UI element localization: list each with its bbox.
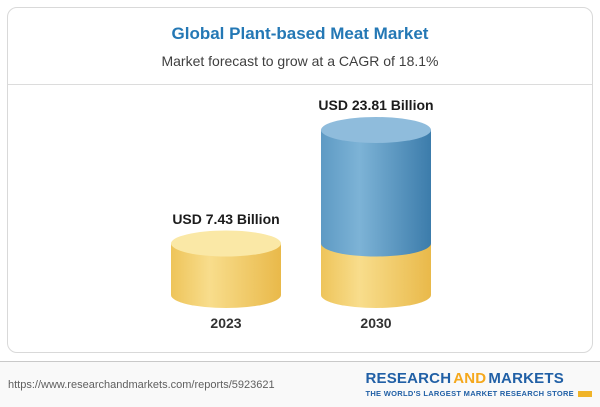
logo-word-markets: MARKETS: [488, 370, 564, 387]
chart-title: Global Plant-based Meat Market: [171, 24, 429, 43]
cylinder-bar-chart: [171, 117, 431, 308]
report-url-link[interactable]: https://www.researchandmarkets.com/repor…: [8, 378, 275, 391]
footer-bar: https://www.researchandmarkets.com/repor…: [0, 361, 600, 407]
logo-tagline: THE WORLD'S LARGEST MARKET RESEARCH STOR…: [365, 389, 574, 398]
value-label-2030: USD 23.81 Billion: [318, 97, 434, 113]
plot-area: USD 7.43 Billion USD 23.81 Billion 2023 …: [8, 85, 592, 343]
research-and-markets-logo: RESEARCH AND MARKETS THE WORLD'S LARGEST M…: [365, 371, 592, 398]
category-label-2023: 2023: [210, 315, 242, 331]
logo-tagline-row: THE WORLD'S LARGEST MARKET RESEARCH STOR…: [365, 389, 592, 398]
logo-word-and: AND: [453, 370, 487, 387]
header-divider: [8, 84, 592, 85]
logo-gold-bar: [578, 390, 592, 397]
logo-wordmark: RESEARCH AND MARKETS: [365, 371, 592, 387]
chart-card: Global Plant-based Meat Market Market fo…: [7, 7, 593, 353]
category-label-2030: 2030: [360, 315, 392, 331]
value-label-2023: USD 7.43 Billion: [172, 210, 280, 227]
chart-subtitle: Market forecast to grow at a CAGR of 18.…: [161, 53, 439, 69]
logo-word-research: RESEARCH: [365, 370, 452, 387]
